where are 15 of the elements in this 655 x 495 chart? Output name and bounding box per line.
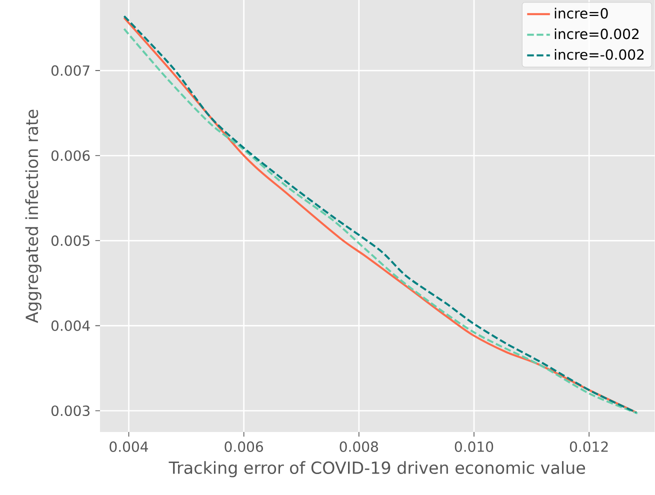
- y-tick-label: 0.007: [51, 65, 90, 76]
- x-tick-label: 0.008: [340, 441, 378, 452]
- legend-label: incre=-0.002: [554, 49, 644, 60]
- x-tick-label: 0.010: [454, 441, 494, 452]
- y-tick-label: 0.005: [51, 235, 90, 246]
- legend-label: incre=0: [554, 8, 608, 19]
- x-tick-label: 0.004: [110, 441, 148, 452]
- y-tick-label: 0.004: [51, 320, 90, 331]
- legend-label: incre=0.002: [554, 28, 639, 40]
- y-tick-label: 0.003: [51, 405, 90, 416]
- x-tick-label: 0.006: [224, 441, 263, 452]
- x-tick-label: 0.012: [570, 441, 608, 452]
- y-axis-title: Aggregated infection rate: [25, 110, 42, 324]
- y-tick-label: 0.006: [51, 150, 90, 161]
- x-axis-title: Tracking error of COVID-19 driven economic value: [168, 461, 586, 478]
